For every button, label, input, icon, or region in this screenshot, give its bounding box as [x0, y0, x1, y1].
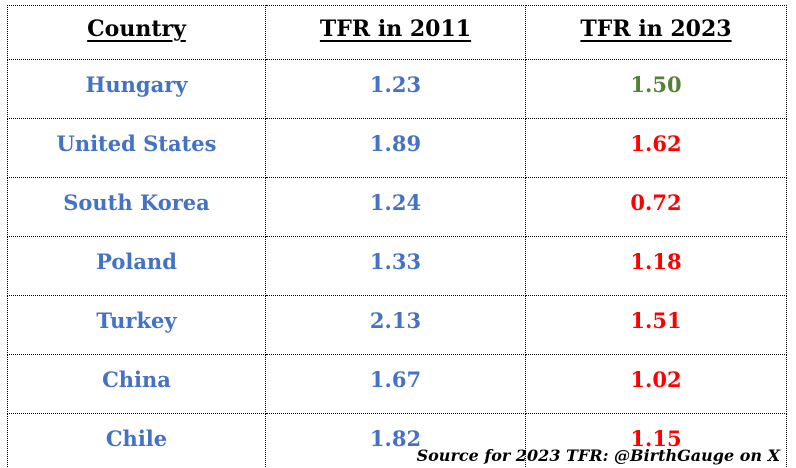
table-row: China 1.67 1.02	[7, 354, 787, 414]
country-name: South Korea	[7, 177, 266, 237]
tfr-2023-value: 1.62	[525, 118, 787, 178]
tfr-2023-value: 1.50	[525, 59, 787, 119]
tfr-2011-value: 1.24	[265, 177, 526, 237]
country-name: Turkey	[7, 295, 266, 355]
tfr-2023-value: 1.18	[525, 236, 787, 296]
column-header-country-label: Country	[87, 16, 186, 42]
table-row: Poland 1.33 1.18	[7, 236, 787, 296]
country-name: China	[7, 354, 266, 414]
tfr-2011-value: 1.67	[265, 354, 526, 414]
tfr-2023-value: 1.15	[525, 413, 787, 468]
tfr-2023-value: 1.02	[525, 354, 787, 414]
table-row: South Korea 1.24 0.72	[7, 177, 787, 237]
tfr-2011-value: 2.13	[265, 295, 526, 355]
table-row: Hungary 1.23 1.50	[7, 59, 787, 119]
column-header-tfr-2023-label: TFR in 2023	[580, 16, 732, 42]
country-name: Chile	[7, 413, 266, 468]
column-header-tfr-2011-label: TFR in 2011	[319, 16, 472, 42]
tfr-2011-value: 1.23	[265, 59, 526, 119]
country-name: Poland	[7, 236, 266, 296]
column-header-tfr-2011: TFR in 2011	[265, 5, 526, 60]
table-header-row: Country TFR in 2011 TFR in 2023	[7, 5, 787, 60]
tfr-2011-value: 1.33	[265, 236, 526, 296]
source-note: Source for 2023 TFR: @BirthGauge on X	[416, 446, 780, 465]
tfr-2011-value: 1.89	[265, 118, 526, 178]
tfr-2023-value: 0.72	[525, 177, 787, 237]
column-header-tfr-2023: TFR in 2023	[525, 5, 787, 60]
tfr-2023-value: 1.51	[525, 295, 787, 355]
table-row: United States 1.89 1.62	[7, 118, 787, 178]
country-name: Hungary	[7, 59, 266, 119]
table-row: Chile 1.82 1.15	[7, 413, 787, 468]
tfr-2011-value: 1.82	[265, 413, 526, 468]
tfr-table: Country TFR in 2011 TFR in 2023 Hungary …	[7, 5, 787, 468]
table-row: Turkey 2.13 1.51	[7, 295, 787, 355]
country-name: United States	[7, 118, 266, 178]
column-header-country: Country	[7, 5, 266, 60]
